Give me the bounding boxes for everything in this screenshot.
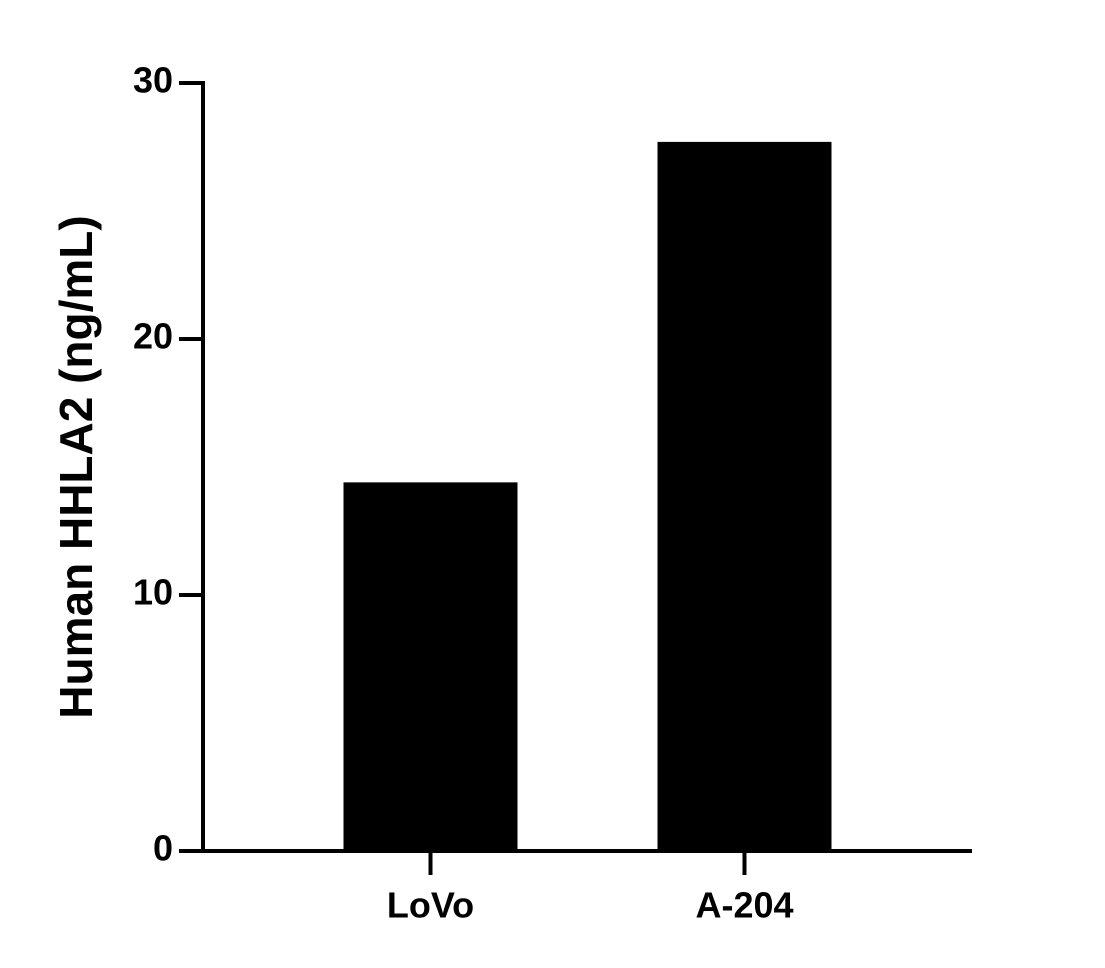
y-tick-label: 10 xyxy=(133,572,173,613)
y-tick-label: 30 xyxy=(133,60,173,101)
bar xyxy=(343,482,518,851)
x-tick-label: A-204 xyxy=(695,885,793,926)
y-tick-label: 20 xyxy=(133,316,173,357)
bar xyxy=(657,141,832,851)
y-axis-label: Human HHLA2 (ng/mL) xyxy=(50,215,102,718)
x-tick-label: LoVo xyxy=(387,885,474,926)
y-tick-label: 0 xyxy=(153,828,173,869)
